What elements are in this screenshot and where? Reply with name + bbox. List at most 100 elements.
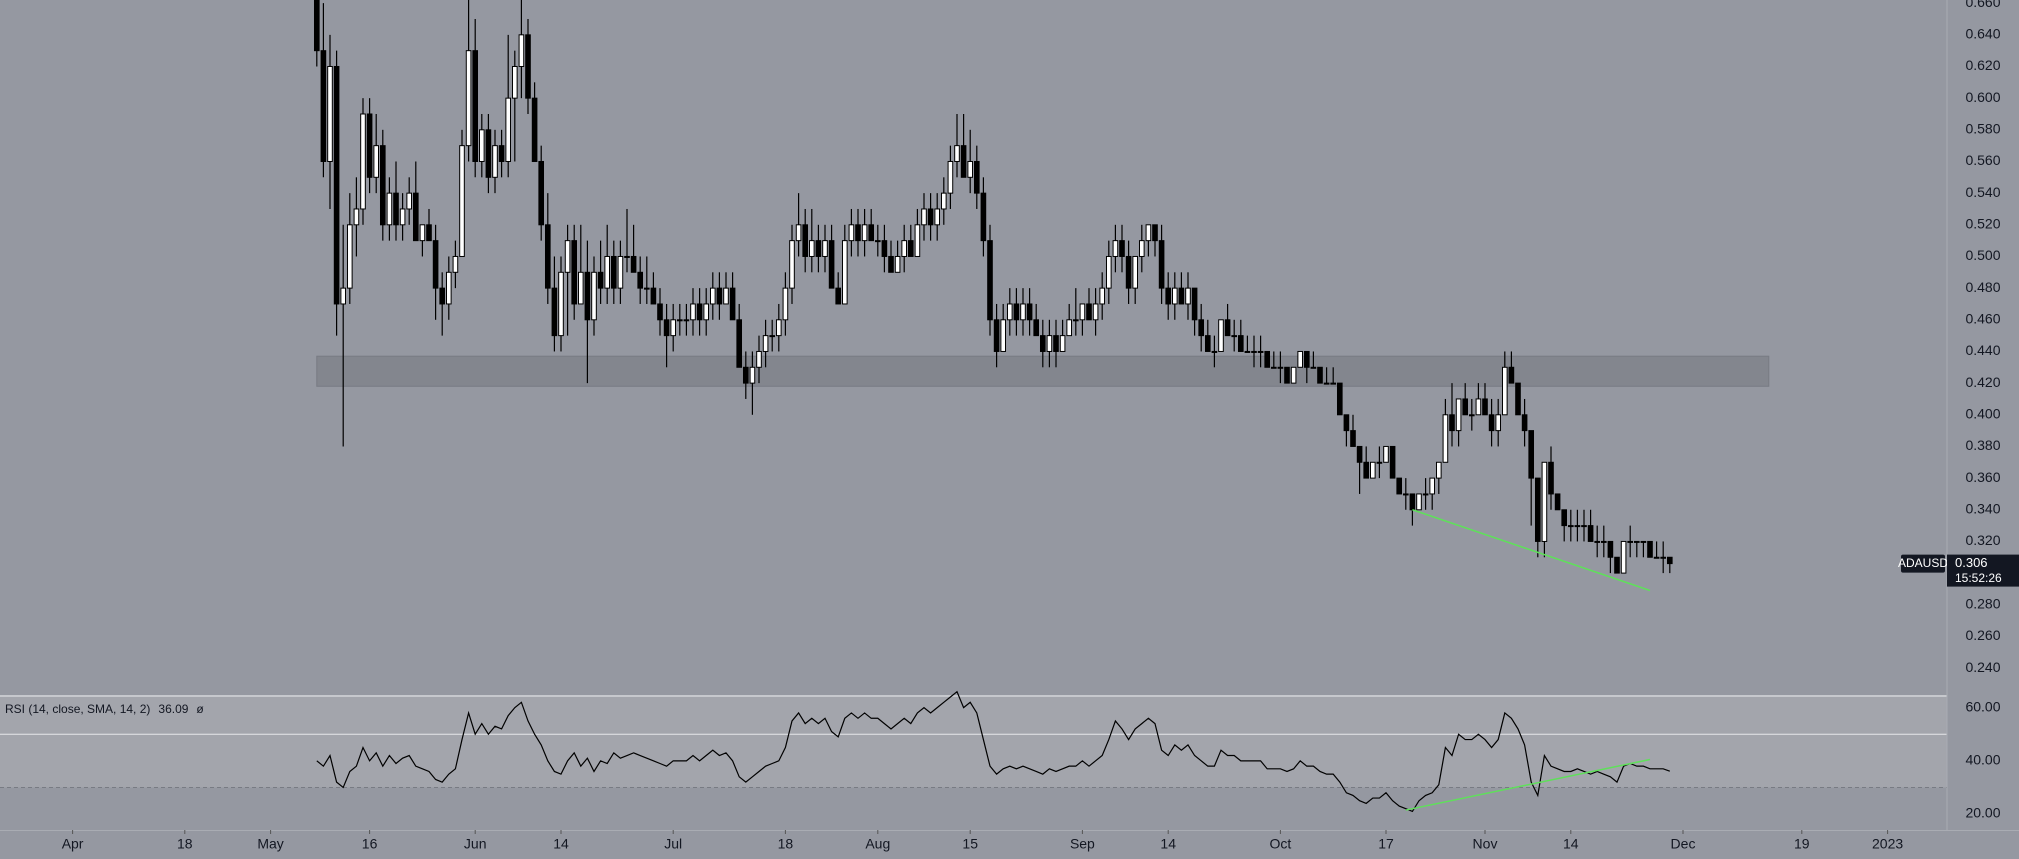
candle-body (663, 319, 670, 337)
candle-body (426, 224, 432, 242)
last-price: 0.306 (1955, 555, 1988, 570)
candle-body (1534, 477, 1541, 542)
price-axis-bg (1947, 0, 2019, 830)
y-tick-label: 0.260 (1965, 627, 2000, 643)
candle-body (1449, 414, 1455, 432)
countdown: 15:52:26 (1955, 571, 2002, 585)
y-tick-label: 0.560 (1965, 152, 2000, 168)
candle-body (1363, 461, 1370, 479)
y-tick-label: 0.640 (1965, 26, 2000, 42)
price-tag-bg (1947, 554, 2019, 587)
candle-body (993, 319, 1000, 352)
candle-body (558, 271, 564, 337)
candle-body (1607, 540, 1614, 558)
candle-body (1468, 414, 1475, 417)
candle-body (914, 224, 921, 257)
rsi-y-tick-label: 60.00 (1965, 698, 2000, 714)
candle-body (1158, 240, 1165, 289)
x-tick-label: Oct (1270, 836, 1292, 852)
candle-body (518, 34, 525, 67)
candle-body (1482, 398, 1488, 416)
x-tick-label: Apr (62, 836, 84, 852)
x-tick-label: 18 (177, 836, 193, 852)
candle-body (472, 50, 479, 162)
y-tick-label: 0.580 (1965, 121, 2000, 137)
candle-body (716, 287, 723, 305)
candle-body (1185, 287, 1191, 305)
candle-body (630, 255, 637, 273)
candle-body (551, 287, 558, 337)
candle-body (1257, 350, 1264, 353)
candle-body (960, 145, 967, 178)
candle-body (828, 240, 835, 289)
candle-body (1336, 382, 1343, 416)
candle-body (419, 224, 426, 242)
candle-body (1059, 335, 1066, 352)
y-tick-label: 0.240 (1965, 659, 2000, 675)
candle-body (1356, 445, 1363, 463)
symbol-tag-bg (1901, 554, 1945, 573)
candle-body (1633, 540, 1640, 543)
y-tick-label: 0.320 (1965, 532, 2000, 548)
candle-body (624, 255, 630, 258)
candle-body (445, 271, 452, 305)
candle-body (544, 224, 551, 289)
candle-body (921, 208, 927, 226)
candle-body (478, 129, 485, 162)
candle-body (1594, 540, 1601, 543)
candle-body (1666, 556, 1673, 565)
candle-body (386, 192, 393, 226)
candle-body (591, 271, 597, 321)
candle-body (1026, 303, 1033, 321)
candle-body (769, 335, 776, 338)
candle-body (1125, 255, 1132, 289)
candle-body (1389, 445, 1396, 479)
candle-body (861, 224, 868, 242)
candle-body (1218, 319, 1224, 352)
candle-body (762, 335, 769, 352)
candle-body (1270, 366, 1277, 369)
candle-body (907, 240, 914, 257)
candle-body (1409, 493, 1416, 511)
candle-body (1574, 525, 1581, 528)
candle-body (412, 192, 419, 242)
y-tick-label: 0.460 (1965, 310, 2000, 326)
candle-body (1350, 430, 1356, 447)
x-tick-label: May (257, 836, 283, 852)
candle-body (650, 287, 657, 305)
candle-body (1442, 414, 1449, 463)
rsi-line (316, 690, 1671, 813)
x-tick-label: Aug (865, 836, 890, 852)
candle-body (1548, 461, 1554, 495)
candle-body (597, 271, 604, 289)
y-tick-label: 0.440 (1965, 342, 2000, 358)
candle-body (1000, 319, 1007, 352)
candle-body (379, 145, 386, 226)
y-tick-label: 0.480 (1965, 279, 2000, 295)
candle-body (393, 192, 399, 226)
y-tick-label: 0.620 (1965, 57, 2000, 73)
candle-body (1528, 430, 1535, 479)
candle-body (690, 303, 696, 321)
candle-body (1515, 382, 1521, 416)
x-tick-label: Nov (1473, 836, 1498, 852)
candle-body (1191, 287, 1198, 321)
candle-body (604, 255, 611, 289)
candle-body (881, 240, 888, 257)
candle-body (1224, 319, 1231, 337)
candle-body (657, 303, 663, 321)
candle-body (1033, 319, 1040, 337)
candle-body (676, 319, 683, 322)
price-trendline (1412, 509, 1651, 592)
candle-body (782, 287, 789, 321)
rsi-title: RSI (14, close, SMA, 14, 2) (5, 702, 150, 716)
y-tick-label: 0.420 (1965, 374, 2000, 390)
candle-body (1653, 556, 1660, 559)
candle-body (1244, 350, 1251, 353)
candle-body (1277, 366, 1284, 369)
candle-body (1521, 414, 1528, 432)
candle-body (1290, 366, 1297, 384)
y-tick-label: 0.400 (1965, 405, 2000, 421)
